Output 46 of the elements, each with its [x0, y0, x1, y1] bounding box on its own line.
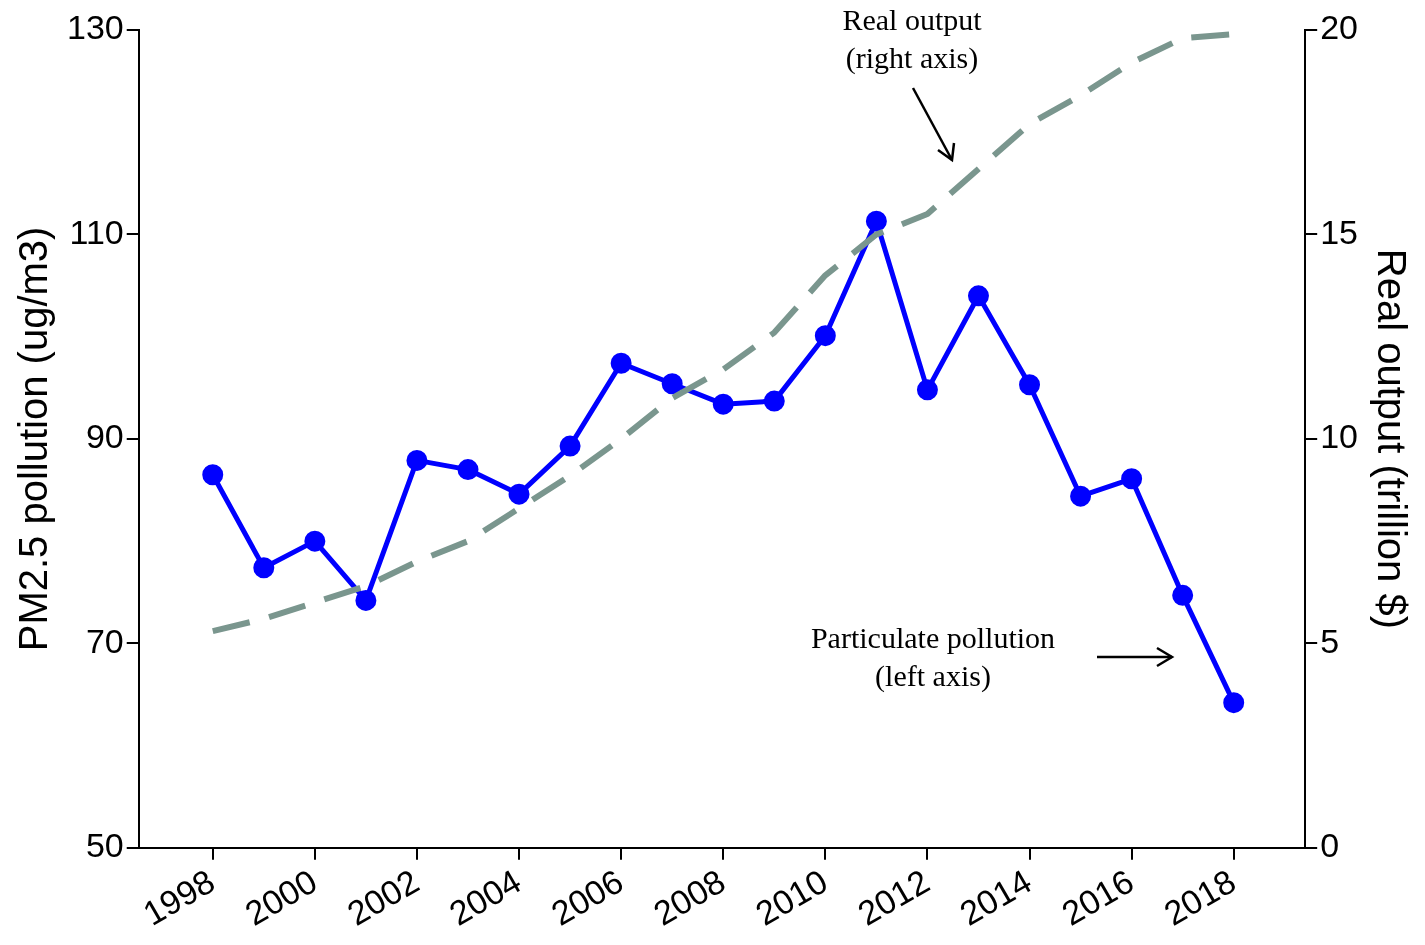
point: [559, 435, 581, 457]
x-tick-label: 2004: [442, 861, 528, 933]
y2-tick-label: 10: [1320, 417, 1359, 456]
x-tick-label: 1998: [136, 861, 221, 933]
x-tick-label: 2014: [953, 861, 1038, 933]
point: [1019, 374, 1041, 396]
point: [763, 390, 785, 412]
y-tick-label: 70: [85, 621, 124, 660]
point: [712, 393, 734, 415]
point: [406, 449, 428, 471]
y2-tick-label: 0: [1320, 826, 1340, 865]
point: [610, 352, 632, 374]
point: [508, 483, 530, 505]
point: [1070, 485, 1092, 507]
point: [967, 285, 989, 307]
annotation: Real output (right axis): [842, 2, 983, 75]
point: [1223, 692, 1245, 714]
point: [814, 325, 836, 347]
x-tick-label: 2016: [1055, 861, 1140, 933]
y-axis-title: PM2.5 pollution (ug/m3): [11, 226, 56, 652]
point: [355, 589, 377, 611]
y-tick-label: 110: [69, 212, 124, 251]
point: [865, 210, 887, 232]
point: [916, 379, 938, 401]
x-tick-label: 2012: [851, 861, 936, 933]
x-tick-label: 2006: [544, 861, 630, 933]
x-tick-label: 2000: [238, 861, 324, 933]
point: [1121, 468, 1143, 490]
annotation: Particulate pollution (left axis): [810, 620, 1056, 693]
point: [457, 459, 479, 481]
x-tick-label: 2008: [646, 861, 732, 933]
x-tick-label: 2002: [340, 861, 426, 933]
y2-tick-label: 20: [1320, 8, 1359, 47]
y-tick-label: 90: [85, 417, 124, 456]
point: [253, 557, 275, 579]
point: [1172, 584, 1194, 606]
point: [661, 373, 683, 395]
y2-tick-label: 15: [1320, 212, 1359, 251]
y2-tick-label: 5: [1320, 621, 1340, 660]
y-tick-label: 50: [85, 826, 124, 865]
point: [202, 464, 224, 486]
x-tick-label: 2018: [1157, 861, 1242, 933]
y2-axis-title: Real output (trillion $): [1369, 248, 1414, 630]
y-tick-label: 130: [66, 8, 124, 47]
point: [304, 530, 326, 552]
x-tick-label: 2010: [749, 861, 834, 933]
